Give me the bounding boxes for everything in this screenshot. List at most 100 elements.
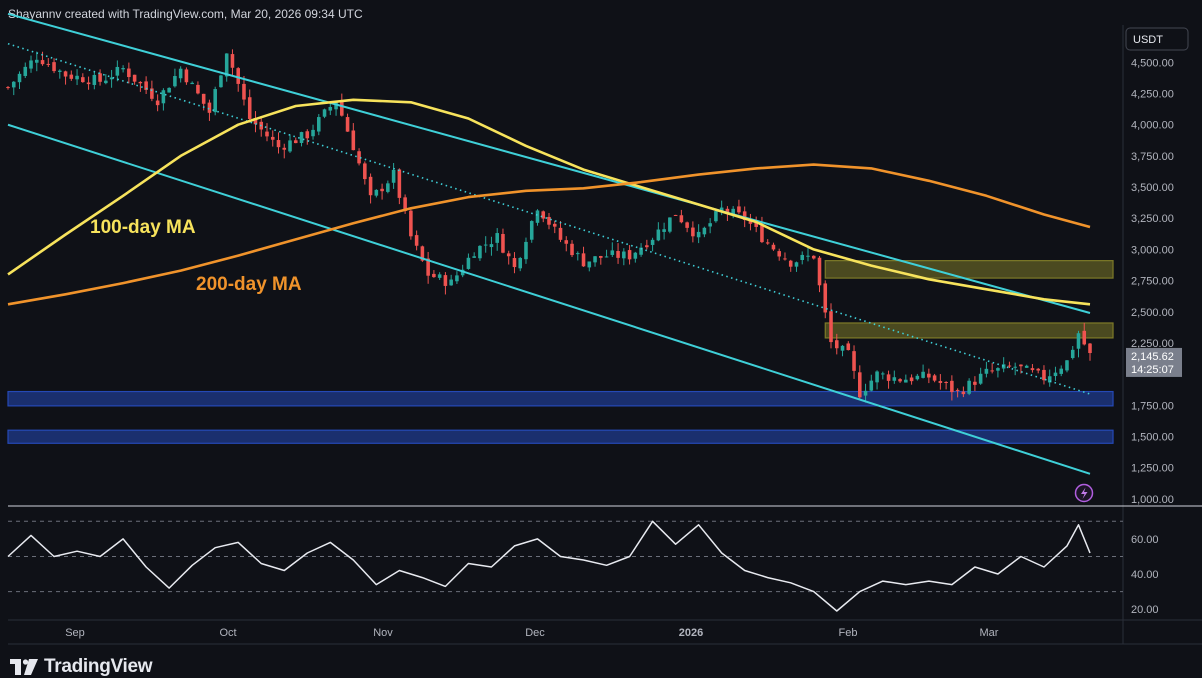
candle: [363, 161, 367, 185]
candle-body: [196, 84, 200, 94]
candle-body: [1024, 365, 1029, 368]
candle: [161, 88, 166, 111]
candle-body: [570, 243, 574, 256]
candle-body: [397, 169, 402, 198]
candle-body: [961, 391, 966, 395]
price-tick-label: 3,000.00: [1131, 244, 1174, 256]
rsi-tick-label: 40.00: [1131, 569, 1159, 581]
candle: [190, 81, 194, 85]
candle-body: [685, 222, 689, 228]
candle-body: [915, 375, 920, 380]
candle-body: [253, 117, 258, 125]
candle-body: [691, 227, 695, 237]
flash-icon[interactable]: [1074, 483, 1094, 503]
candle-body: [305, 131, 310, 139]
candle: [869, 374, 874, 392]
candle: [230, 49, 235, 76]
candle-body: [374, 189, 379, 196]
time-tick-label: Nov: [373, 627, 393, 639]
candle-body: [668, 217, 672, 232]
candle-body: [17, 73, 22, 83]
channel-line-0: [7, 12, 1091, 314]
rsi-tick-label: 20.00: [1131, 604, 1159, 616]
flash-icon-bolt: [1081, 487, 1088, 499]
candle: [708, 218, 712, 234]
ma100-line: [7, 98, 1091, 306]
candle: [1024, 364, 1029, 368]
candle: [144, 76, 148, 95]
candle-body: [1053, 372, 1058, 377]
candle: [478, 245, 482, 261]
candle: [570, 240, 574, 258]
resistance-zone-1: [824, 322, 1114, 339]
candle: [817, 256, 822, 293]
tradingview-logo[interactable]: TradingView: [10, 656, 153, 678]
candle-body: [1088, 343, 1092, 354]
candle-body: [1036, 368, 1040, 371]
candle-body: [714, 211, 718, 222]
candle-body: [426, 258, 430, 276]
candle: [75, 69, 79, 86]
candle-body: [863, 390, 868, 396]
zones-layer: [7, 260, 1114, 444]
candle: [794, 261, 799, 272]
candle: [132, 74, 137, 85]
candle-body: [270, 136, 275, 140]
candle-body: [190, 82, 194, 85]
candle: [1019, 364, 1023, 374]
candle: [932, 373, 937, 383]
candle: [714, 209, 718, 223]
candle: [495, 228, 499, 251]
candle-body: [1047, 376, 1052, 383]
candle-body: [599, 255, 603, 258]
candle-body: [788, 260, 793, 267]
candle-body: [104, 80, 108, 84]
candle-body: [109, 77, 114, 80]
candle: [702, 226, 707, 238]
rsi-tick-label: 60.00: [1131, 534, 1159, 546]
candles-layer: [6, 49, 1092, 403]
candle: [58, 69, 62, 79]
candle-body: [622, 251, 626, 259]
candle-body: [230, 54, 235, 68]
candle: [535, 209, 540, 226]
candle-body: [127, 68, 131, 78]
candle: [581, 246, 586, 267]
candle-body: [466, 257, 471, 269]
candle: [196, 81, 200, 95]
candle-body: [317, 117, 321, 132]
candle-body: [288, 140, 292, 152]
candle: [455, 271, 459, 284]
candle-body: [846, 343, 851, 351]
candle-body: [909, 377, 914, 382]
candle: [317, 114, 321, 136]
candle: [357, 148, 361, 166]
candle-body: [990, 370, 994, 372]
candle-body: [282, 147, 287, 150]
ma100-annotation: 100-day MA: [90, 217, 196, 238]
candle-body: [610, 250, 615, 255]
candle-body: [1065, 360, 1069, 371]
price-tick-label: 4,000.00: [1131, 120, 1174, 132]
candle-body: [950, 380, 954, 393]
candle: [1030, 364, 1035, 373]
candle: [184, 67, 189, 85]
support-zone-3: [7, 429, 1114, 444]
candle-body: [996, 368, 1000, 371]
candle-body: [40, 60, 45, 65]
candle-body: [529, 221, 534, 240]
candle: [282, 143, 287, 159]
candle: [938, 374, 943, 390]
candle: [846, 341, 851, 351]
candle-body: [506, 253, 511, 257]
ma200-line: [7, 163, 1091, 306]
candle: [610, 242, 615, 257]
candle-body: [656, 229, 661, 241]
candle-body: [328, 106, 333, 111]
candle: [863, 383, 868, 403]
last-price-box: [1126, 347, 1182, 377]
candle: [1053, 366, 1058, 381]
candle: [604, 249, 609, 258]
time-tick-label: Sep: [65, 627, 85, 639]
